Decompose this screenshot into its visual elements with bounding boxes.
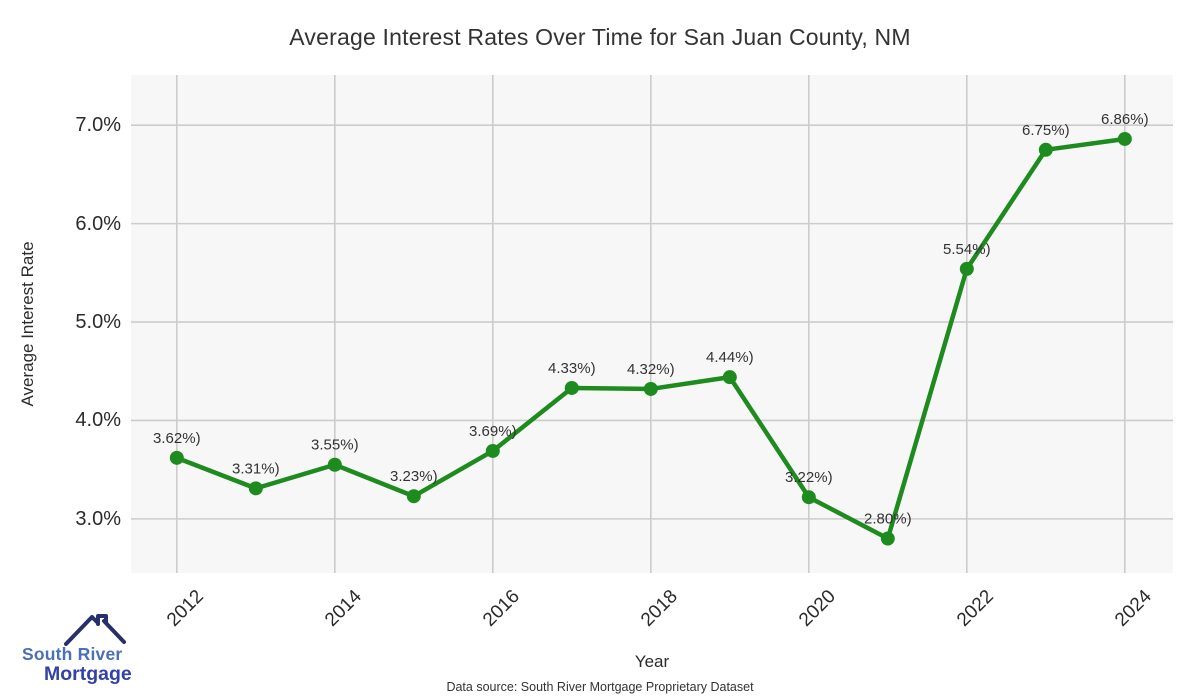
data-point-label: 5.54%) — [943, 241, 991, 258]
x-tick-label: 2022 — [952, 586, 998, 631]
south-river-mortgage-logo: South River Mortgage — [16, 610, 146, 690]
data-source-caption: Data source: South River Mortgage Propri… — [446, 680, 754, 694]
data-point-marker — [406, 489, 421, 504]
x-tick-label: 2012 — [162, 586, 208, 631]
data-point-marker — [1117, 131, 1132, 146]
x-tick-label: 2018 — [636, 586, 682, 631]
data-point-marker — [643, 381, 658, 396]
x-tick-label: 2016 — [478, 586, 524, 631]
line-chart-svg: 3.62%) 3.31%) 3.55%) 3.23%) 3.69%) 4.33%) 4.32… — [131, 75, 1173, 573]
y-tick-label: 5.0% — [75, 311, 121, 334]
logo-text-south-river: South River — [22, 644, 123, 664]
data-point-label: 4.44%) — [706, 349, 754, 366]
chart-title: Average Interest Rates Over Time for San… — [289, 24, 911, 50]
plot-background — [131, 75, 1173, 573]
x-tick-label: 2020 — [794, 586, 840, 631]
data-point-marker — [880, 531, 895, 546]
data-point-label: 3.22%) — [785, 469, 833, 486]
data-point-label: 4.33%) — [548, 360, 596, 377]
data-point-marker — [722, 370, 737, 385]
data-point-marker — [959, 261, 974, 276]
logo-text-mortgage: Mortgage — [44, 663, 132, 685]
plot-area: 3.62%) 3.31%) 3.55%) 3.23%) 3.69%) 4.33%) 4.32… — [131, 75, 1173, 573]
data-point-label: 3.23%) — [390, 468, 438, 485]
data-point-marker — [248, 481, 263, 496]
data-point-label: 2.80%) — [864, 511, 912, 528]
x-tick-label: 2024 — [1110, 586, 1156, 631]
data-point-marker — [801, 490, 816, 505]
y-tick-label: 4.0% — [75, 409, 121, 432]
house-roof-icon — [64, 614, 126, 646]
data-point-marker — [564, 380, 579, 395]
y-tick-label: 6.0% — [75, 212, 121, 235]
data-point-label: 6.75%) — [1022, 122, 1070, 139]
data-point-label: 3.69%) — [469, 423, 517, 440]
data-point-marker — [169, 450, 184, 465]
data-point-marker — [1038, 142, 1053, 157]
data-point-label: 4.32%) — [627, 361, 675, 378]
x-tick-label: 2014 — [320, 586, 366, 631]
data-point-label: 3.31%) — [232, 460, 280, 477]
data-point-marker — [327, 457, 342, 472]
data-point-label: 3.55%) — [311, 437, 359, 454]
y-tick-label: 7.0% — [75, 114, 121, 137]
x-axis-label: Year — [634, 652, 670, 671]
y-tick-label: 3.0% — [75, 507, 121, 530]
data-point-label: 6.86%) — [1101, 111, 1149, 128]
data-point-marker — [485, 443, 500, 458]
data-point-label: 3.62%) — [153, 430, 201, 447]
